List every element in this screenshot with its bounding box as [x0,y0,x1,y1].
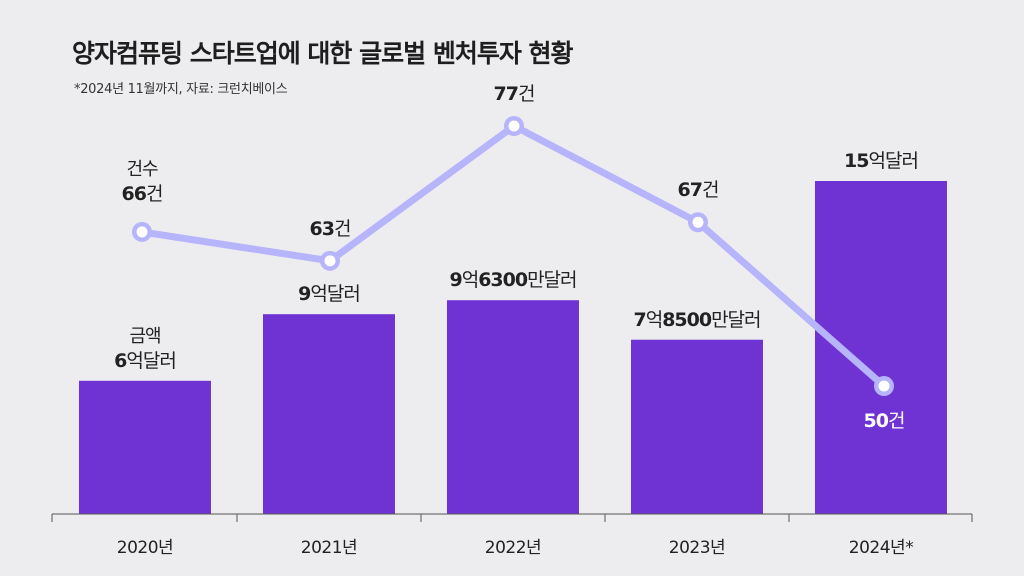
count-value-label: 67건 [677,178,720,202]
bar-2024년* [815,181,947,514]
count-value-label: 건수 66건 [121,158,164,206]
label-unit: 건 [517,83,536,105]
label-number: 7 [633,308,646,331]
x-tick-label: 2022년 [484,538,542,558]
x-tick-label: 2021년 [300,538,358,558]
label-number: 50 [863,410,889,432]
bar-2020년 [79,380,211,514]
count-point-center [136,226,148,238]
bar-value-label: 7억8500만달러 [633,308,761,332]
label-unit: 억달러 [868,150,919,172]
count-value-label: 50건 [863,409,906,433]
bar-value-label: 금액 6억달러 [114,325,177,373]
bar-2023년 [631,339,763,514]
count-point-center [878,380,890,392]
bar-value-label: 15억달러 [844,149,919,173]
label-unit: 만달러 [711,308,761,331]
label-number: 77 [493,83,519,105]
label-unit: 억달러 [126,349,176,372]
bar-value-label: 9억달러 [298,282,361,306]
label-number: 67 [677,179,703,202]
bar-value-label: 9억6300만달러 [449,268,577,292]
label-number: 9 [298,283,311,306]
label-number: 66 [121,182,147,205]
label-number: 8500 [662,308,712,331]
label-number: 9 [449,269,462,292]
label-number: 63 [309,217,335,240]
series-caption: 금액 [129,325,161,347]
count-point-center [508,120,520,132]
count-point-center [692,216,704,228]
label-number: 15 [844,150,869,172]
label-number: 6300 [478,269,528,292]
x-tick-label: 2023년 [668,538,726,558]
label-unit: 건 [887,410,906,432]
source-note: *2024년 11월까지, 자료: 크런치베이스 [74,82,288,97]
count-value-label: 63건 [309,217,352,241]
label-unit: 건 [701,179,720,202]
label-unit: 억달러 [310,283,360,306]
bar-2021년 [263,314,395,514]
label-unit: 건 [145,182,164,205]
count-point-center [324,255,336,267]
x-tick-label: 2024년* [848,538,914,558]
label-unit: 억 [645,308,664,331]
label-number: 6 [114,349,127,372]
label-unit: 만달러 [527,269,577,292]
label-unit: 건 [333,217,352,240]
count-value-label: 77건 [493,82,536,106]
chart-title: 양자컴퓨팅 스타트업에 대한 글로벌 벤처투자 현황 [72,39,574,68]
series-caption: 건수 [126,158,158,180]
x-tick-label: 2020년 [116,538,174,558]
bar-2022년 [447,300,579,514]
label-unit: 억 [461,269,480,292]
